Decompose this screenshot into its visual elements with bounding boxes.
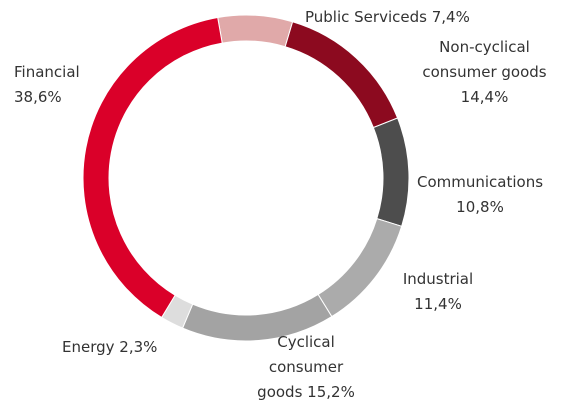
category-name: Communications <box>416 173 544 191</box>
category-name: Cyclical consumer goods <box>257 333 344 401</box>
donut-segment <box>372 117 410 227</box>
category-name: Industrial <box>402 270 474 288</box>
donut-segment <box>82 16 223 319</box>
value-label: 2,3% <box>119 338 158 356</box>
value-label: 10,8% <box>456 198 504 216</box>
donut-segment <box>284 21 399 129</box>
value-label: 14,4% <box>460 88 509 106</box>
donut-segment <box>217 14 294 48</box>
category-name: Non-cyclical consumer goods <box>422 38 547 81</box>
segment-label: Financial 38,6% <box>14 60 104 110</box>
category-name: Financial <box>14 63 80 81</box>
category-name: Energy <box>62 338 115 356</box>
value-label: 11,4% <box>414 295 462 313</box>
category-name: Public Serviceds <box>305 8 427 26</box>
segment-label: Public Serviceds 7,4% <box>305 5 470 30</box>
value-label: 15,2% <box>307 383 355 401</box>
segment-label: Cyclical consumer goods 15,2% <box>256 330 356 405</box>
value-label: 7,4% <box>431 8 470 26</box>
segment-label: Communications 10,8% <box>405 170 555 220</box>
segment-label: Industrial 11,4% <box>383 267 493 317</box>
value-label: 38,6% <box>14 88 62 106</box>
segment-label: Non-cyclical consumer goods 14,4% <box>412 35 557 110</box>
segment-label: Energy 2,3% <box>62 335 157 360</box>
